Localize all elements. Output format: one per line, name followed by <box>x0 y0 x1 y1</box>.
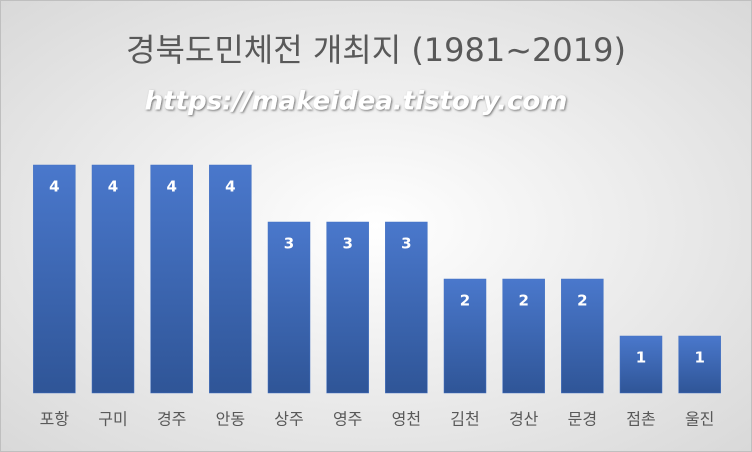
data-label: 4 <box>166 178 176 196</box>
x-tick-label: 울진 <box>685 410 714 429</box>
data-label: 3 <box>284 235 294 253</box>
data-label: 4 <box>49 178 59 196</box>
bar <box>502 278 545 394</box>
bar <box>209 164 252 394</box>
x-tick-label: 포항 <box>40 410 70 429</box>
bar <box>267 221 311 394</box>
bar <box>326 221 369 394</box>
x-tick-label: 영주 <box>333 410 362 429</box>
data-label: 2 <box>577 292 587 310</box>
x-tick-label: 안동 <box>216 410 245 429</box>
bar <box>91 164 135 394</box>
x-tick-label: 경산 <box>509 410 539 429</box>
bar <box>561 278 604 394</box>
data-label: 2 <box>460 292 470 310</box>
watermark: https://makeidea.tistory.com <box>145 87 568 117</box>
bar <box>33 164 76 394</box>
bar <box>678 335 721 394</box>
x-tick-label: 점촌 <box>626 410 655 429</box>
data-label: 3 <box>342 235 352 253</box>
bar <box>443 278 487 394</box>
chart-title: 경북도민체전 개최지 (1981~2019) <box>126 31 626 69</box>
data-label: 3 <box>401 235 411 253</box>
bar <box>385 221 428 394</box>
x-tick-label: 김천 <box>450 410 479 429</box>
data-label: 2 <box>518 292 528 310</box>
x-tick-label: 상주 <box>274 410 303 429</box>
x-tick-label: 영천 <box>392 410 421 429</box>
x-tick-label: 문경 <box>568 410 597 429</box>
x-tick-label: 경주 <box>157 410 186 429</box>
bar <box>619 335 663 394</box>
data-label: 1 <box>636 349 646 367</box>
x-tick-label: 구미 <box>98 410 127 429</box>
bar <box>150 164 193 394</box>
data-label: 4 <box>225 178 235 196</box>
data-label: 1 <box>694 349 704 367</box>
data-label: 4 <box>108 178 118 196</box>
